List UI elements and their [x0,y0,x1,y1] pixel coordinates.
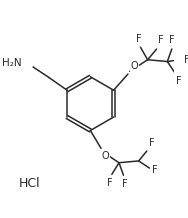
Text: O: O [102,151,110,161]
Text: F: F [184,55,188,65]
Text: F: F [169,34,175,44]
Text: O: O [131,61,138,71]
Text: F: F [149,138,154,148]
Text: F: F [158,35,164,45]
Text: F: F [152,165,158,175]
Text: HCl: HCl [19,177,40,191]
Text: F: F [107,178,113,188]
Text: F: F [136,34,142,44]
Text: H₂N: H₂N [2,58,21,68]
Text: F: F [122,179,127,189]
Text: F: F [176,76,182,86]
